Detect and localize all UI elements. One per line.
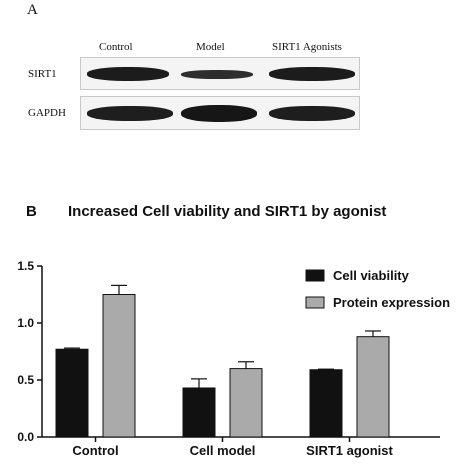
- bar: [55, 348, 89, 438]
- legend-label: Protein expression: [333, 295, 450, 310]
- bar: [229, 368, 263, 438]
- lane-label-model: Model: [196, 41, 225, 53]
- x-tick-label: Cell model: [190, 443, 256, 458]
- chart-title: Increased Cell viability and SIRT1 by ag…: [68, 203, 387, 220]
- legend-label: Cell viability: [333, 268, 410, 283]
- x-tick-label: Control: [72, 443, 118, 458]
- legend-swatch: [305, 269, 325, 282]
- bar: [182, 387, 216, 438]
- lane-label-sirt1-agonists: SIRT1 Agonists: [272, 41, 342, 53]
- bar: [309, 369, 343, 438]
- row-label-gapdh: GAPDH: [28, 107, 66, 119]
- y-tick-label: 0.0: [17, 430, 34, 444]
- panel-b-label: B: [26, 203, 37, 220]
- band-sirt1-agonists: [269, 67, 355, 81]
- bar: [102, 294, 136, 438]
- band-sirt1-control: [87, 67, 169, 81]
- y-tick-label: 0.5: [17, 373, 34, 387]
- y-tick-label: 1.0: [17, 316, 34, 330]
- legend-swatch: [305, 296, 325, 309]
- band-gapdh-control: [87, 106, 173, 121]
- bar: [356, 336, 390, 438]
- y-tick-label: 1.5: [17, 259, 34, 273]
- x-tick-label: SIRT1 agonist: [306, 443, 393, 458]
- panel-a-label: A: [27, 2, 38, 18]
- band-gapdh-model: [181, 105, 257, 122]
- lane-label-control: Control: [99, 41, 133, 53]
- row-label-sirt1: SIRT1: [28, 68, 57, 80]
- blot-strip-gapdh: [80, 96, 360, 130]
- band-gapdh-agonists: [269, 106, 355, 121]
- blot-strip-sirt1: [80, 57, 360, 90]
- band-sirt1-model: [181, 70, 253, 79]
